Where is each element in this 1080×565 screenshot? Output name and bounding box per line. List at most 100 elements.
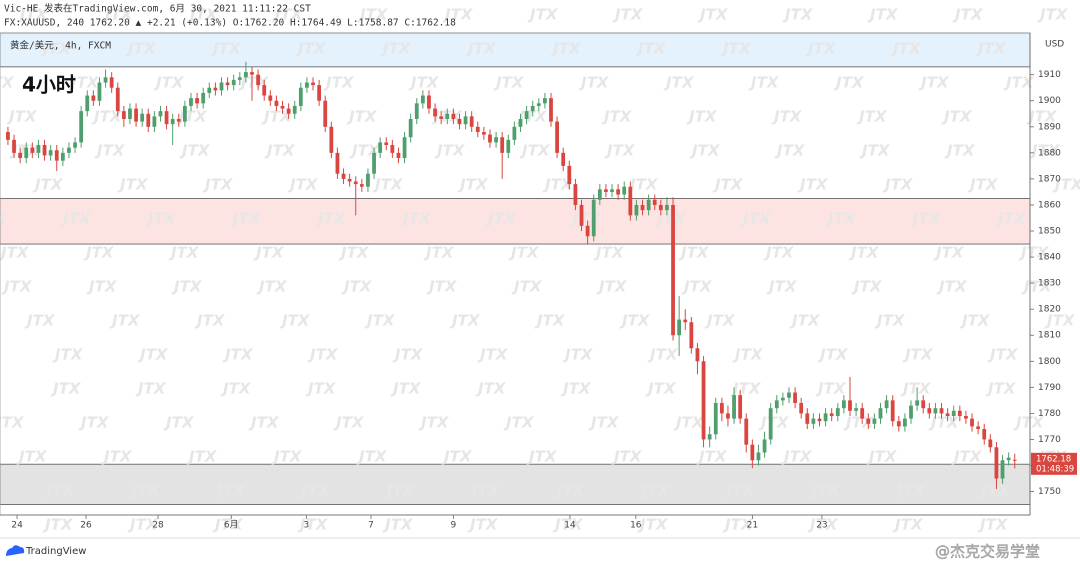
watermark: JTX [384,482,416,500]
candle-body [250,72,254,75]
watermark: JTX [635,40,667,58]
candle-body [396,152,401,159]
candle-body [237,77,242,80]
watermark: JTX [562,346,594,364]
watermark: JTX [307,346,339,364]
candle-body [54,150,59,161]
y-tick-label: 1800 [1038,357,1061,367]
candle-body [573,184,578,205]
watermark: JTX [305,380,337,398]
watermark: JTX [890,40,922,58]
watermark: JTX [859,142,891,160]
y-tick-label: 1810 [1038,331,1061,341]
candle-body [305,82,309,88]
watermark: JTX [179,142,211,160]
watermark: JTX [101,448,133,466]
candle-body [317,85,322,101]
watermark: JTX [400,210,432,228]
candle-body [921,400,926,409]
watermark: JTX [1037,6,1069,24]
watermark: JTX [212,516,244,534]
candle-body [536,103,541,106]
y-tick-label: 1820 [1038,305,1061,315]
watermark: JTX [135,380,167,398]
candle-body [182,105,187,122]
candle-body [707,434,712,440]
watermark: JTX [78,414,110,432]
watermark: JTX [271,448,303,466]
candle-body [799,402,804,414]
watermark: JTX [1044,312,1076,330]
watermark: JTX [1029,142,1061,160]
candle-body [866,418,871,424]
watermark: JTX [467,516,499,534]
candle-body [634,204,639,216]
y-tick-label: 1870 [1038,174,1061,184]
candle-body [18,152,23,159]
watermark: JTX [596,278,628,296]
watermark: JTX [153,74,185,92]
candle-body [591,199,596,237]
credit: @杰克交易学堂 [935,543,1040,561]
watermark: JTX [125,40,157,58]
watermark: JTX [109,312,141,330]
candle-body [744,418,749,445]
watermark: JTX [686,108,718,126]
watermark: JTX [941,108,973,126]
watermark: JTX [967,176,999,194]
candle-body [903,418,907,427]
candle-body [951,410,956,416]
candle-body [964,415,968,419]
header-line: FX:XAUUSD, 240 1762.20 ▲ +2.21 (+0.13%) … [4,18,456,29]
candle-body [811,418,816,424]
candle-body [79,111,84,143]
candle-body [988,439,993,448]
candle-body [1006,457,1011,461]
candle-body [774,400,779,409]
watermark: JTX [987,346,1019,364]
watermark: JTX [712,176,744,194]
watermark: JTX [782,6,814,24]
candle-body [402,137,407,159]
candle-body [329,126,334,153]
candle-body [384,142,389,146]
watermark: JTX [740,210,772,228]
watermark: JTX [168,244,200,262]
watermark: JTX [550,40,582,58]
watermark: JTX [552,516,584,534]
candle-body [134,108,138,122]
watermark: JTX [176,108,208,126]
watermark: JTX [0,210,7,228]
candle-body [579,204,584,226]
watermark: JTX [382,516,414,534]
candle-body [909,405,913,419]
watermark: JTX [554,482,586,500]
watermark: JTX [758,414,790,432]
x-tick-label: 21 [747,521,758,531]
candle-body [128,108,132,119]
candle-body [878,408,883,419]
candle-body [152,116,157,127]
candle-body [939,408,944,414]
watermark: JTX [0,244,30,262]
watermark: JTX [951,448,983,466]
candle-body [646,199,651,211]
watermark: JTX [722,516,754,534]
candle-body [103,77,108,83]
candle-body [665,204,669,211]
x-tick-label: 24 [11,521,23,531]
watermark: JTX [129,482,161,500]
candle-body [274,100,279,106]
candle-body [628,186,633,216]
candle-body [268,95,273,101]
watermark: JTX [186,448,218,466]
watermark: JTX [44,482,76,500]
watermark: JTX [627,176,659,194]
watermark: JTX [372,176,404,194]
watermark: JTX [542,176,574,194]
watermark: JTX [1018,244,1050,262]
watermark: JTX [1003,74,1035,92]
candle-body [457,118,462,125]
candle-body [817,418,822,422]
candle-body [67,147,71,153]
